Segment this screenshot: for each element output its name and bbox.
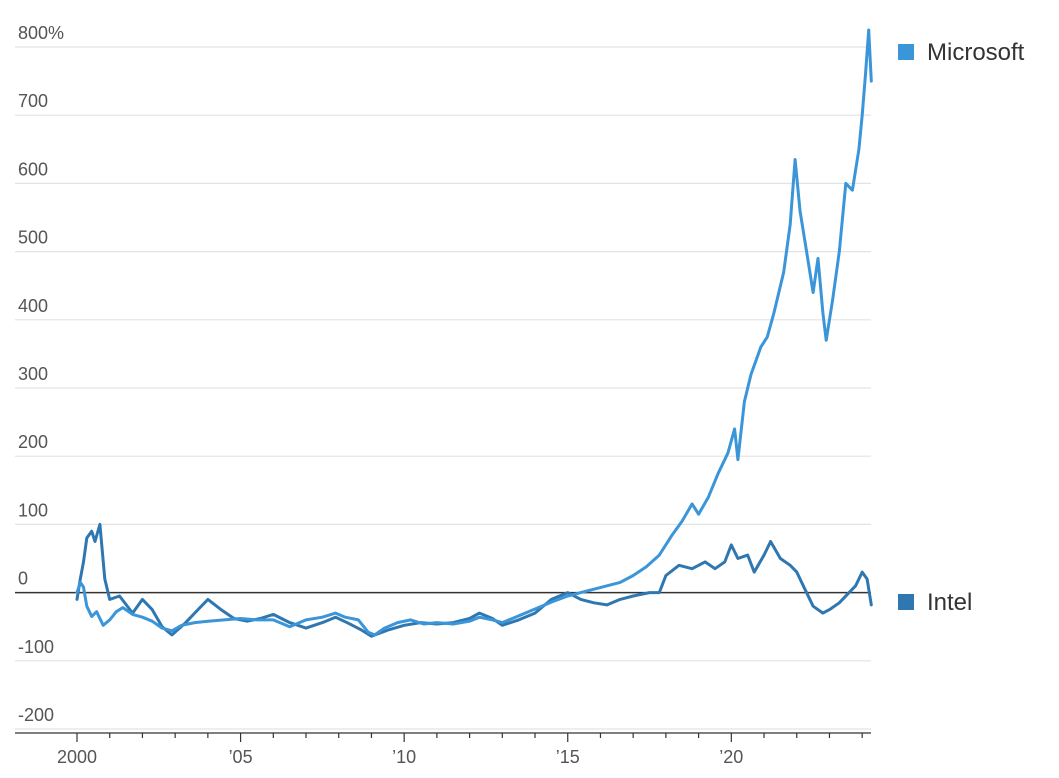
y-tick-label: 700 [18, 91, 48, 111]
x-tick-label: ’10 [392, 747, 416, 767]
y-tick-label: 500 [18, 228, 48, 248]
x-tick-label: 2000 [57, 747, 97, 767]
y-axis-labels: 800% 700 600 500 400 300 200 100 0 -100 -200 [18, 23, 64, 725]
legend: Microsoft Intel [898, 39, 1025, 616]
series-line-microsoft [75, 28, 873, 637]
x-axis: 2000 ’05 ’10 ’15 ’20 [15, 732, 871, 767]
y-tick-label: 800% [18, 23, 64, 43]
legend-label-intel: Intel [927, 589, 972, 616]
legend-swatch-microsoft [898, 44, 914, 60]
legend-swatch-intel [898, 594, 914, 610]
gridlines [15, 46, 871, 730]
legend-label-microsoft: Microsoft [927, 39, 1025, 66]
y-tick-label: 600 [18, 159, 48, 179]
y-tick-label: 0 [18, 569, 28, 589]
y-tick-label: 200 [18, 432, 48, 452]
series-lines [75, 28, 873, 638]
y-tick-label: -200 [18, 705, 54, 725]
x-tick-label: ’15 [556, 747, 580, 767]
y-tick-label: 100 [18, 500, 48, 520]
x-tick-label: ’05 [229, 747, 253, 767]
y-tick-label: 300 [18, 364, 48, 384]
x-tick-label: ’20 [719, 747, 743, 767]
y-tick-label: 400 [18, 296, 48, 316]
y-tick-label: -100 [18, 637, 54, 657]
